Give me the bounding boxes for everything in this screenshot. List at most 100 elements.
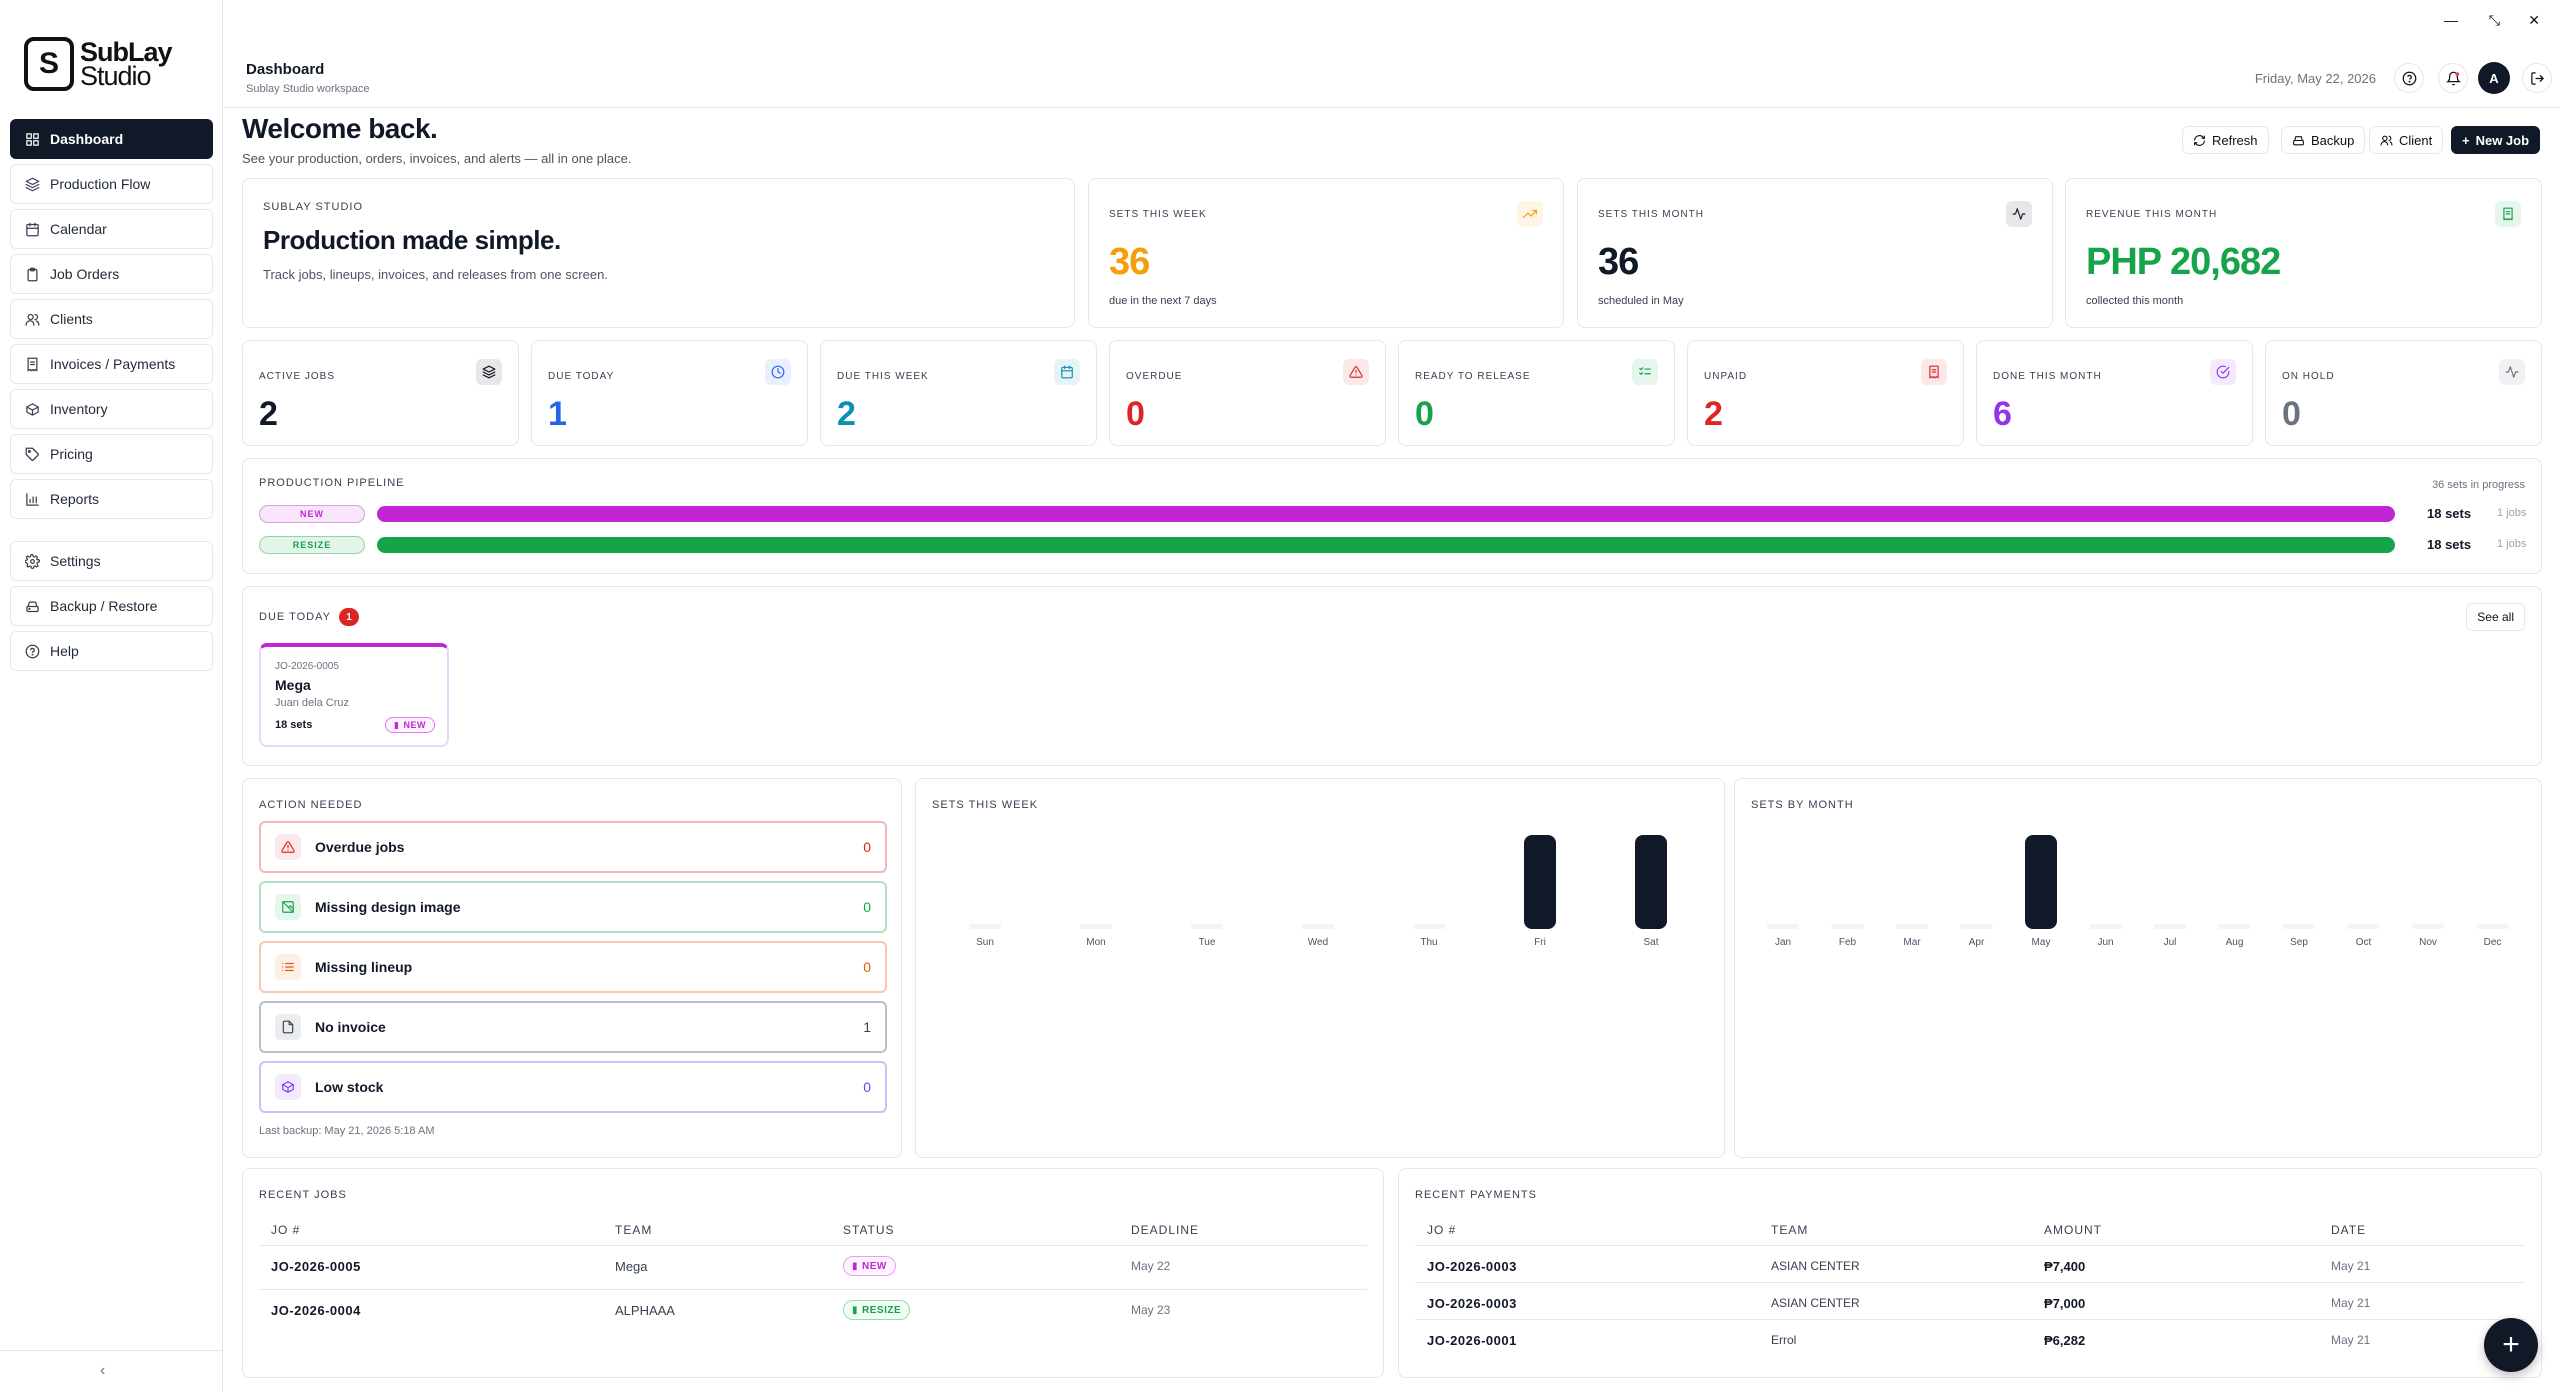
action-item-missing-lineup[interactable]: Missing lineup 0 <box>259 941 887 993</box>
bar-sat[interactable] <box>1635 835 1667 929</box>
kpi-card-due-today[interactable]: DUE TODAY 1 <box>531 340 808 446</box>
table-divider <box>259 1245 1367 1246</box>
logout-icon[interactable] <box>2522 63 2552 93</box>
sidebar-item-calendar[interactable]: Calendar <box>10 209 213 249</box>
action-item-overdue-jobs[interactable]: Overdue jobs 0 <box>259 821 887 873</box>
tick-label-tue: Tue <box>1199 937 1216 948</box>
tick-label-aug: Aug <box>2226 937 2244 948</box>
close-window-icon[interactable]: ✕ <box>2528 12 2540 28</box>
row-divider <box>259 1289 1367 1290</box>
bar-jun[interactable] <box>2089 924 2122 929</box>
receipt-icon <box>1929 365 1939 379</box>
tick-label-feb: Feb <box>1839 937 1857 948</box>
table-cell: ASIAN CENTER <box>1771 1296 1860 1310</box>
due-today-count-badge: 1 <box>339 608 359 626</box>
bar-nov[interactable] <box>2412 924 2444 929</box>
sidebar-item-backup-restore[interactable]: Backup / Restore <box>10 586 213 626</box>
due-job-card[interactable]: JO-2026-0005 Mega Juan dela Cruz 18 sets… <box>259 643 449 747</box>
add-client-button[interactable]: Client <box>2369 126 2444 154</box>
sidebar-item-reports[interactable]: Reports <box>10 479 213 519</box>
bar-oct[interactable] <box>2347 924 2380 929</box>
sidebar-item-pricing[interactable]: Pricing <box>10 434 213 474</box>
sidebar-item-label: Settings <box>50 553 101 569</box>
sidebar-item-invoices-payments[interactable]: Invoices / Payments <box>10 344 213 384</box>
kpi-label: ACTIVE JOBS <box>259 371 336 382</box>
sidebar-item-label: Reports <box>50 491 100 507</box>
bar-jan[interactable] <box>1767 924 1799 929</box>
sidebar-item-dashboard[interactable]: Dashboard <box>10 119 213 159</box>
help-icon[interactable] <box>2394 63 2424 93</box>
sidebar-divider <box>0 1350 223 1351</box>
action-item-low-stock[interactable]: Low stock 0 <box>259 1061 887 1113</box>
restore-window-icon[interactable]: ⤡ <box>2488 12 2500 28</box>
table-cell: May 23 <box>1131 1303 1171 1317</box>
last-backup-text: Last backup: May 21, 2026 5:18 AM <box>259 1125 435 1137</box>
due-job-team: Mega <box>275 677 311 693</box>
kpi-value: 6 <box>1993 395 2012 433</box>
kpi-card-ready-to-release[interactable]: READY TO RELEASE 0 <box>1398 340 1675 446</box>
sidebar-item-help[interactable]: Help <box>10 631 213 671</box>
stat-card-sets-this-week: SETS THIS WEEK 36 due in the next 7 days <box>1088 178 1564 328</box>
sidebar-item-inventory[interactable]: Inventory <box>10 389 213 429</box>
action-label: Missing design image <box>315 899 461 915</box>
tick-label-sep: Sep <box>2290 937 2308 948</box>
tick-label-wed: Wed <box>1308 937 1328 948</box>
logo-mark-icon: S <box>24 37 74 91</box>
sidebar-item-production-flow[interactable]: Production Flow <box>10 164 213 204</box>
sidebar-item-settings[interactable]: Settings <box>10 541 213 581</box>
app-logo[interactable]: S SubLay Studio <box>24 34 174 94</box>
kpi-card-on-hold[interactable]: ON HOLD 0 <box>2265 340 2542 446</box>
hero-card: SUBLAY STUDIO Production made simple. Tr… <box>242 178 1075 328</box>
sets-by-month-chart: SETS BY MONTH Jan Feb Mar Apr May Jun Jul Aug Se… <box>1734 778 2542 1158</box>
bar-aug[interactable] <box>2218 924 2251 929</box>
kpi-label: READY TO RELEASE <box>1415 371 1531 382</box>
bar-thu[interactable] <box>1413 924 1445 929</box>
minimize-window-icon[interactable]: — <box>2444 12 2458 28</box>
backup-button[interactable]: Backup <box>2281 126 2366 154</box>
new-job-button[interactable]: + New Job <box>2451 126 2541 154</box>
action-label: Overdue jobs <box>315 839 405 855</box>
bar-sun[interactable] <box>969 924 1001 929</box>
bar-mon[interactable] <box>1080 924 1112 929</box>
bar-mar[interactable] <box>1896 924 1928 929</box>
collapse-sidebar-icon[interactable]: ‹ <box>100 1362 106 1379</box>
kpi-card-active-jobs[interactable]: ACTIVE JOBS 2 <box>242 340 519 446</box>
page-title: Dashboard <box>246 61 325 78</box>
bar-wed[interactable] <box>1302 924 1334 929</box>
bar-apr[interactable] <box>1960 924 1993 929</box>
bar-feb[interactable] <box>1831 924 1864 929</box>
bar-jul[interactable] <box>2154 924 2186 929</box>
bar-chart-icon <box>26 492 39 506</box>
bar-dec[interactable] <box>2476 924 2509 929</box>
action-item-no-invoice[interactable]: No invoice 1 <box>259 1001 887 1053</box>
tick-label-thu: Thu <box>1420 937 1437 948</box>
action-item-missing-design-image[interactable]: Missing design image 0 <box>259 881 887 933</box>
action-label: Low stock <box>315 1079 384 1095</box>
refresh-button[interactable]: Refresh <box>2182 126 2269 154</box>
box-icon <box>282 1081 294 1093</box>
hero-subtitle: Track jobs, lineups, invoices, and relea… <box>263 267 608 282</box>
kpi-card-due-this-week[interactable]: DUE THIS WEEK 2 <box>820 340 1097 446</box>
see-all-button[interactable]: See all <box>2466 603 2525 631</box>
bar-sep[interactable] <box>2283 924 2315 929</box>
stage-progress-bar <box>377 537 2395 553</box>
floating-add-button[interactable]: + <box>2484 1318 2538 1372</box>
sidebar: S SubLay Studio Dashboard Production Flow… <box>0 0 223 1392</box>
stat-card-sets-this-month: SETS THIS MONTH 36 scheduled in May <box>1577 178 2053 328</box>
sidebar-item-label: Dashboard <box>50 131 124 147</box>
bar-fri[interactable] <box>1524 835 1556 929</box>
bar-tue[interactable] <box>1191 924 1223 929</box>
user-avatar[interactable]: A <box>2478 62 2510 94</box>
kpi-card-overdue[interactable]: OVERDUE 0 <box>1109 340 1386 446</box>
due-today-title: DUE TODAY <box>259 611 331 623</box>
sidebar-item-clients[interactable]: Clients <box>10 299 213 339</box>
kpi-card-unpaid[interactable]: UNPAID 2 <box>1687 340 1964 446</box>
sidebar-item-job-orders[interactable]: Job Orders <box>10 254 213 294</box>
tick-label-may: May <box>2032 937 2051 948</box>
notification-bell-icon[interactable] <box>2438 63 2468 93</box>
kpi-card-done-this-month[interactable]: DONE THIS MONTH 6 <box>1976 340 2253 446</box>
stage-jobs: 1 jobs <box>2497 538 2527 550</box>
bar-may[interactable] <box>2025 835 2057 929</box>
stage-progress-bar <box>377 506 2395 522</box>
sidebar-item-label: Inventory <box>50 401 108 417</box>
